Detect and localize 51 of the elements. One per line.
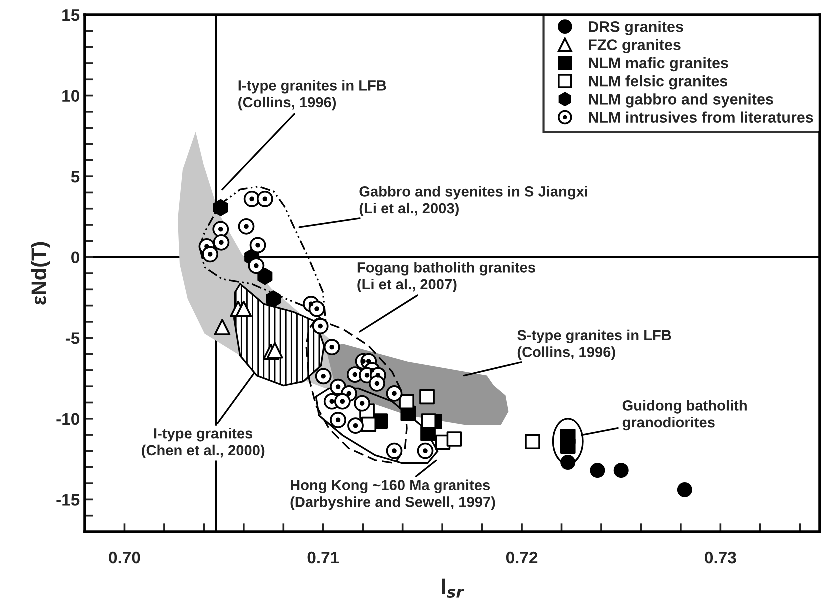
point [213,234,230,251]
annotation: I-type granites (Chen et al., 2000) [142,428,265,459]
point [386,386,403,402]
legend-label: DRS granites [589,21,684,36]
point [330,378,346,396]
point [312,318,329,335]
point [590,463,606,478]
y-tick-label: -15 [56,494,80,506]
point [213,199,228,216]
legend-label: NLM gabbro and syenites [589,94,774,108]
point [266,290,282,308]
y-tick-label: -5 [66,332,80,344]
point [399,394,414,410]
legend-label: NLM intrusives from literatures [589,112,814,123]
point [324,339,340,356]
annotation: Guidong batholith granodiorites [622,400,747,431]
point [420,389,435,405]
point [677,482,692,498]
y-tick-label: 0 [72,252,80,264]
x-tick-label: 0.72 [506,552,538,564]
point [266,342,284,359]
annotation: Hong Kong ~160 Ma granites (Darbyshire and Sewell, 1997) [290,480,496,510]
annotation: Gabbro and syenites in S Jiangxi (Li et al., 2003) [360,186,588,217]
point [614,463,629,478]
annotation: Fogang batholith granites (Li et al., 2007) [358,262,536,293]
point [354,395,370,412]
point [212,221,230,238]
point [214,319,231,336]
point [236,300,252,318]
y-tick-label: -10 [56,413,80,426]
legend-label: NLM mafic granites [589,57,728,72]
y-tick-label: 10 [62,90,80,102]
x-tick-label: 0.71 [308,552,340,564]
x-tick-label: 0.70 [109,552,140,564]
y-axis-title: εNd(T) [31,242,50,305]
legend-label: FZC granites [589,39,681,54]
point [369,376,386,392]
point [421,414,437,430]
annotation: I-type granites in LFB (Collins, 1996) [238,80,386,111]
annotation: S-type granites in LFB (Collins, 1996) [518,330,672,360]
point [248,258,265,274]
x-tick-label: 0.73 [705,552,736,564]
x-axis-title: I$_{sr}$ [442,578,465,598]
point [560,455,576,470]
y-tick-label: 5 [71,171,80,183]
point [202,246,219,263]
point [334,393,351,410]
point [315,368,332,385]
y-tick-label: 15 [62,10,80,22]
legend-label: NLM felsic granites [589,75,728,90]
point [258,268,273,286]
